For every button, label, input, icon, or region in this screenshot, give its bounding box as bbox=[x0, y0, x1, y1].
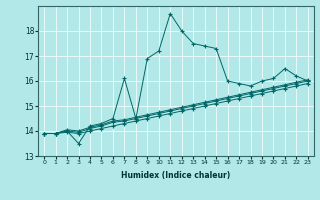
X-axis label: Humidex (Indice chaleur): Humidex (Indice chaleur) bbox=[121, 171, 231, 180]
